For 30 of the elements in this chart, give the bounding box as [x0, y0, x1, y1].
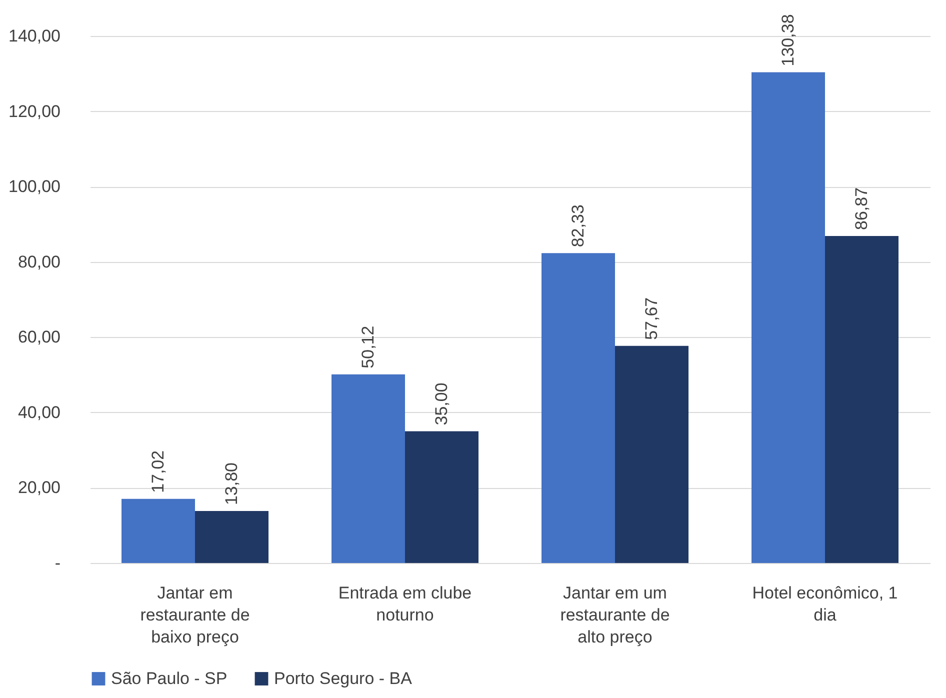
data-label: 50,12 — [358, 326, 378, 368]
x-tick-label: Jantar em um restaurante de alto preço — [560, 584, 670, 646]
bar — [542, 253, 615, 563]
data-label: 86,87 — [852, 187, 871, 230]
bar — [405, 431, 478, 563]
legend-label: São Paulo - SP — [111, 668, 228, 688]
y-tick-label: 80,00 — [18, 252, 60, 272]
x-tick-label: Hotel econômico, 1 dia — [752, 584, 898, 624]
bar — [332, 374, 405, 563]
data-label: 17,02 — [148, 450, 168, 493]
bar — [752, 72, 825, 563]
data-label: 35,00 — [432, 382, 451, 426]
y-tick-label: 140,00 — [8, 26, 60, 46]
data-label: 57,67 — [642, 297, 661, 340]
y-tick-label: - — [54, 554, 60, 572]
y-tick-label: 60,00 — [18, 328, 60, 347]
x-tick-label: Jantar em restaurante de baixo preço — [140, 584, 250, 646]
y-tick-label: 40,00 — [18, 402, 60, 422]
legend-label: Porto Seguro - BA — [274, 668, 413, 688]
y-tick-label: 100,00 — [8, 177, 60, 196]
y-tick-label: 20,00 — [18, 478, 60, 498]
bar — [122, 498, 195, 563]
x-tick-label: Entrada em clube noturno — [338, 584, 472, 624]
data-label: 82,33 — [568, 204, 588, 248]
y-tick-label: 120,00 — [8, 102, 60, 121]
bar — [195, 511, 268, 563]
data-label: 13,80 — [222, 462, 241, 506]
bar — [615, 346, 688, 563]
data-label: 130,38 — [778, 14, 798, 66]
bar — [825, 236, 898, 563]
